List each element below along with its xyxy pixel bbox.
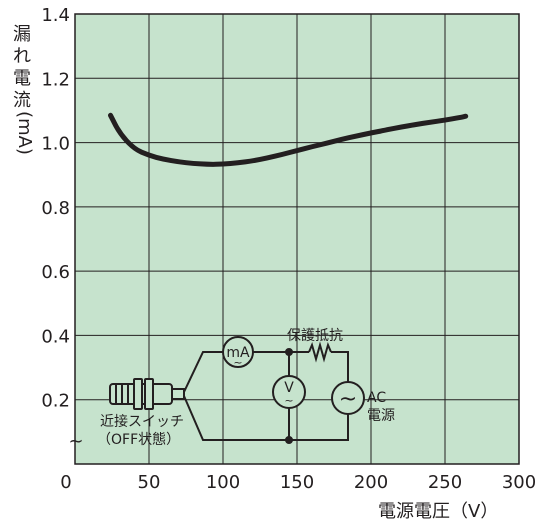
y-tick-label: 0.4: [41, 326, 70, 347]
y-axis-title-char-1: 漏: [13, 24, 31, 45]
proximity-switch-icon: [109, 378, 185, 410]
y-tick-label: 0.6: [41, 262, 70, 283]
resistor-icon: [308, 341, 332, 363]
ac-source-symbol: ~: [339, 387, 357, 412]
circuit-wire-top: [183, 351, 223, 393]
y-tick-label: 1.4: [41, 5, 70, 26]
y-axis-title-char-2: れ: [13, 46, 31, 67]
x-tick-label: 200: [354, 472, 388, 493]
tick-labels: 0 50 100 150 200 250 300 0.2 0.4 0.6 0.8 1.0 1.2 1.4: [41, 5, 536, 493]
x-axis-title: 電源電圧（V）: [378, 501, 498, 522]
x-tick-label: 150: [280, 472, 314, 493]
voltmeter-tilde: ~: [284, 394, 293, 407]
ammeter-icon: [222, 336, 254, 368]
y-tick-label: 1.0: [41, 134, 70, 155]
y-tick-label: 0.8: [41, 198, 70, 219]
voltmeter-label: V: [284, 380, 294, 396]
y-axis-title-unit: (mA): [14, 111, 35, 155]
y-axis-title: 漏 れ 電 流 (mA): [13, 24, 35, 155]
ac-source-label-1: AC: [367, 390, 386, 406]
y-axis-title-char-3: 電: [13, 68, 31, 89]
x-tick-label: 0: [60, 472, 71, 493]
circuit-wire-res-right: [331, 351, 349, 382]
ac-source-label-2: 電源: [367, 408, 395, 424]
y-axis-title-char-4: 流: [13, 90, 31, 111]
junction-dot-bottom: [285, 436, 293, 444]
x-tick-label: 300: [502, 472, 536, 493]
series-line: [108, 112, 469, 167]
circuit-inset: [109, 336, 365, 444]
circuit-wire-bottom: [183, 395, 349, 441]
x-tick-label: 50: [138, 472, 161, 493]
y-tick-zero-mark: ~: [68, 431, 83, 452]
ammeter-tilde: ~: [233, 356, 242, 369]
x-tick-label: 100: [206, 472, 240, 493]
x-tick-label: 250: [428, 472, 462, 493]
resistor-label: 保護抵抗: [287, 328, 343, 344]
junction-dot-top: [285, 348, 293, 356]
ammeter-label: mA: [226, 345, 250, 361]
ac-source-icon: [331, 381, 365, 415]
switch-label-2: （OFF状態）: [97, 432, 180, 448]
y-tick-label: 1.2: [41, 69, 70, 90]
y-tick-label: 0.2: [41, 391, 70, 412]
switch-label-1: 近接スイッチ: [100, 413, 184, 430]
voltmeter-icon: [272, 375, 306, 409]
